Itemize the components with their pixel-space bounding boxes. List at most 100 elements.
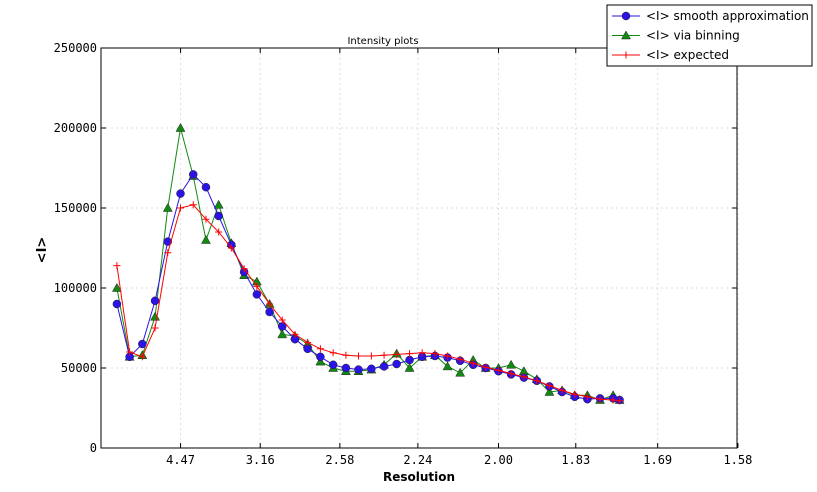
x-tick-label: 1.69 <box>643 453 672 467</box>
data-point <box>404 362 415 372</box>
data-point <box>482 363 490 371</box>
data-point <box>444 352 452 360</box>
data-point <box>240 265 248 273</box>
data-point <box>342 351 350 359</box>
series-line <box>116 127 620 401</box>
x-tick-label: 2.24 <box>403 453 432 467</box>
data-point <box>112 299 122 309</box>
legend-marker <box>621 30 631 40</box>
data-point <box>201 182 211 192</box>
data-point <box>214 211 223 221</box>
data-point <box>379 362 389 371</box>
y-tick-label: 250000 <box>54 41 97 55</box>
data-point <box>367 364 376 374</box>
data-point <box>265 307 274 317</box>
data-point <box>202 215 210 223</box>
data-point <box>406 350 414 358</box>
x-axis: 4.47 3.16 2.58 2.24 2.00 1.83 1.69 1.58 <box>166 48 752 467</box>
data-point <box>138 339 147 349</box>
data-point <box>150 296 160 306</box>
series-triangle <box>111 122 625 404</box>
data-point <box>431 350 439 358</box>
data-point <box>253 282 261 290</box>
data-point <box>213 199 224 209</box>
data-point <box>113 262 121 270</box>
plot-frame <box>100 47 738 449</box>
legend-label: <I> expected <box>646 48 729 62</box>
data-point <box>162 202 173 212</box>
data-point <box>558 386 566 394</box>
chart-title: Intensity plots <box>347 36 418 47</box>
data-point <box>544 386 555 396</box>
data-point <box>507 370 515 378</box>
data-point <box>367 352 375 360</box>
data-point <box>506 359 517 369</box>
data-point <box>455 367 466 377</box>
data-point <box>277 329 288 339</box>
data-point <box>150 311 160 321</box>
data-point <box>609 396 617 404</box>
data-point <box>176 189 185 198</box>
data-point <box>469 359 477 367</box>
data-point <box>303 344 312 354</box>
data-point <box>520 373 528 381</box>
grid <box>101 47 739 449</box>
y-tick-label: 200000 <box>54 121 97 135</box>
y-axis: 0 50000 100000 150000 200000 250000 <box>54 41 737 455</box>
y-tick-label: 100000 <box>54 281 97 295</box>
data-point <box>316 345 324 353</box>
data-point <box>291 330 299 338</box>
data-point <box>328 360 338 370</box>
data-point <box>442 361 453 371</box>
data-point <box>596 395 604 403</box>
data-point <box>175 122 186 132</box>
data-point <box>151 324 159 332</box>
data-point <box>252 290 262 299</box>
series-plus <box>113 201 624 405</box>
data-point <box>341 363 351 373</box>
data-point <box>354 365 363 374</box>
y-tick-label: 150000 <box>54 201 97 215</box>
x-tick-label: 4.47 <box>166 453 195 467</box>
data-point <box>456 355 464 363</box>
data-point <box>177 204 185 212</box>
legend: <I> smooth approximation <I> via binning <… <box>606 4 813 67</box>
data-point <box>405 355 414 365</box>
series-layer <box>111 122 625 405</box>
data-point <box>316 352 325 362</box>
data-point <box>188 170 198 179</box>
x-tick-label: 3.16 <box>246 453 275 467</box>
data-point <box>533 377 541 385</box>
x-axis-label: Resolution <box>383 470 455 484</box>
legend-marker <box>621 11 631 21</box>
data-point <box>164 249 172 257</box>
data-point <box>278 316 286 324</box>
y-tick-label: 0 <box>90 441 97 455</box>
data-point <box>126 348 134 356</box>
x-tick-label: 1.83 <box>561 453 590 467</box>
data-point <box>571 390 579 398</box>
data-point <box>215 228 223 236</box>
data-point <box>163 237 173 246</box>
data-point <box>266 300 274 308</box>
y-tick-label: 50000 <box>61 361 97 375</box>
y-axis-label: <I> <box>35 237 50 264</box>
data-point <box>304 338 312 346</box>
data-point <box>545 382 553 390</box>
x-tick-label: 2.00 <box>484 453 513 467</box>
data-point <box>189 201 197 209</box>
data-point <box>138 353 146 361</box>
data-point <box>583 393 591 401</box>
data-point <box>393 350 401 358</box>
data-point <box>329 349 337 357</box>
data-point <box>380 351 388 359</box>
legend-marker <box>622 51 630 59</box>
x-tick-label: 1.58 <box>723 453 752 467</box>
data-point <box>616 397 624 405</box>
x-tick-label: 2.58 <box>325 453 354 467</box>
data-point <box>392 359 401 369</box>
data-point <box>111 282 122 292</box>
data-point <box>315 356 326 366</box>
data-point <box>354 352 362 360</box>
